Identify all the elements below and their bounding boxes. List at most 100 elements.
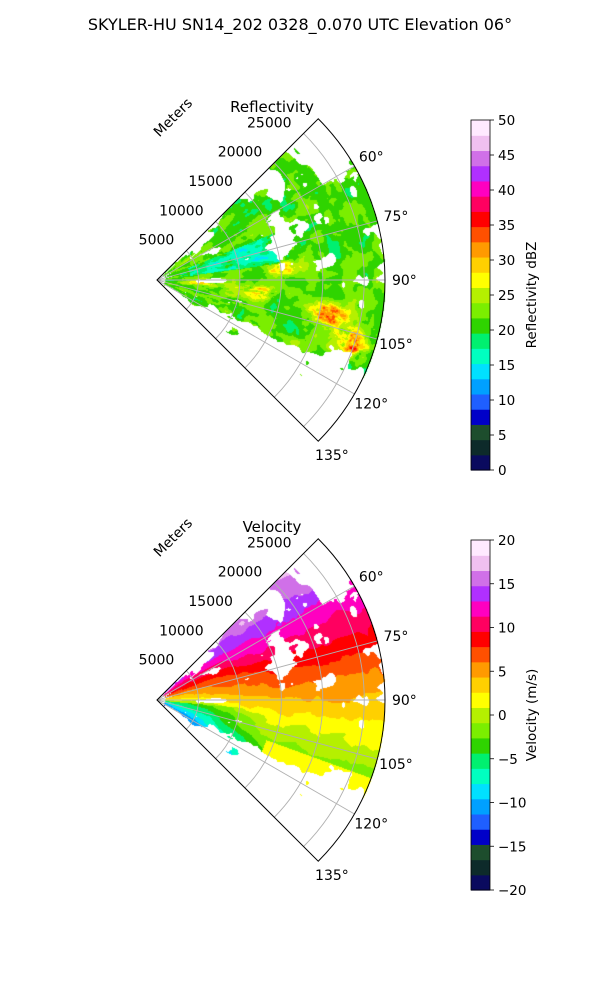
colorbar-swatch bbox=[471, 798, 490, 815]
azimuth-gridline bbox=[156, 699, 378, 760]
colorbar-swatch bbox=[471, 768, 490, 785]
azimuth-tick-label: 90° bbox=[392, 273, 417, 289]
radial-tick-label: 20000 bbox=[218, 145, 263, 161]
colorbar-tick-label: −20 bbox=[498, 883, 527, 899]
colorbar-swatch bbox=[471, 859, 490, 876]
colorbar-tick-label: 35 bbox=[498, 218, 515, 234]
colorbar-tick-label: 20 bbox=[498, 533, 515, 549]
colorbar-tick-label: −5 bbox=[498, 752, 518, 768]
reflectivity-panel: Reflectivity500010000150002000025000Mete… bbox=[139, 95, 540, 479]
colorbar-swatch bbox=[471, 540, 490, 556]
colorbar-swatch bbox=[471, 707, 490, 724]
colorbar-tick-label: 15 bbox=[498, 358, 515, 374]
colorbar-swatch bbox=[471, 585, 490, 602]
azimuth-gridline bbox=[156, 279, 355, 395]
colorbar-swatch bbox=[471, 287, 490, 304]
azimuth-tick-label: 60° bbox=[359, 149, 384, 165]
azimuth-tick-label: 75° bbox=[384, 209, 409, 225]
colorbar-tick-label: −10 bbox=[498, 796, 527, 812]
colorbar-swatch bbox=[471, 753, 490, 769]
colorbar-swatch bbox=[471, 646, 490, 663]
azimuth-tick-label: 90° bbox=[392, 693, 417, 709]
colorbar-swatch bbox=[471, 363, 490, 380]
chart-axes: Reflectivity500010000150002000025000Mete… bbox=[139, 95, 417, 464]
field-image bbox=[153, 522, 393, 882]
colorbar-swatch bbox=[471, 196, 490, 212]
colorbar-swatch bbox=[471, 256, 490, 273]
radial-tick-label: 10000 bbox=[159, 203, 204, 219]
colorbar-tick-label: 40 bbox=[498, 183, 515, 199]
azimuth-tick-label: 135° bbox=[315, 868, 349, 884]
colorbar-label: Velocity (m/s) bbox=[524, 669, 540, 762]
colorbar-swatch bbox=[471, 631, 490, 648]
colorbar-swatch bbox=[471, 874, 490, 891]
colorbar-tick-label: 20 bbox=[498, 323, 515, 339]
colorbar-tick-label: 0 bbox=[498, 708, 507, 724]
azimuth-tick-label: 75° bbox=[384, 629, 409, 645]
radial-tick-label: 25000 bbox=[247, 115, 292, 131]
sector-frame bbox=[156, 118, 386, 442]
colorbar-tick-label: 10 bbox=[498, 393, 515, 409]
colorbar-swatch bbox=[471, 180, 490, 197]
colorbar-swatch bbox=[471, 616, 490, 632]
radial-tick-label: 5000 bbox=[139, 233, 175, 249]
colorbar-swatch bbox=[471, 692, 490, 708]
azimuth-gridline bbox=[156, 165, 355, 281]
colorbar-swatch bbox=[471, 120, 490, 136]
azimuth-tick-label: 105° bbox=[379, 757, 413, 773]
azimuth-gridline bbox=[156, 220, 378, 281]
colorbar-swatch bbox=[471, 211, 490, 228]
radial-tick-label: 25000 bbox=[247, 535, 292, 551]
colorbar-tick-label: 0 bbox=[498, 463, 507, 479]
colorbar-swatch bbox=[471, 570, 490, 587]
colorbar-tick-label: 10 bbox=[498, 621, 515, 637]
sector-frame bbox=[156, 538, 386, 862]
colorbar-swatch bbox=[471, 424, 490, 441]
colorbar: −20 −15 −10 −5 0 5 10 15 20 Velocity (m/s) bbox=[470, 533, 540, 899]
colorbar-swatch bbox=[471, 317, 490, 334]
colorbar-swatch bbox=[471, 829, 490, 845]
azimuth-tick-label: 60° bbox=[359, 569, 384, 585]
colorbar-swatch bbox=[471, 302, 490, 319]
radial-tick-label: 15000 bbox=[188, 174, 233, 190]
colorbar-tick-label: 15 bbox=[498, 577, 515, 593]
colorbar-swatch bbox=[471, 165, 490, 182]
azimuth-tick-label: 135° bbox=[315, 448, 349, 464]
colorbar-swatch bbox=[471, 226, 490, 243]
chart-axes: Velocity500010000150002000025000Meters60… bbox=[139, 515, 417, 884]
colorbar-swatch bbox=[471, 439, 490, 456]
radial-tick-label: 10000 bbox=[159, 623, 204, 639]
azimuth-gridline bbox=[156, 585, 355, 701]
colorbar-swatch bbox=[471, 555, 490, 572]
colorbar-tick-label: 5 bbox=[498, 664, 507, 680]
colorbar-swatch bbox=[471, 676, 490, 693]
field-image bbox=[153, 102, 393, 462]
radial-tick-label: 20000 bbox=[218, 565, 263, 581]
figure-title: SKYLER-HU SN14_202 0328_0.070 UTC Elevat… bbox=[87, 15, 513, 34]
colorbar-swatch bbox=[471, 333, 490, 349]
colorbar: 0 5 10 15 20 25 30 35 40 45 50 Reflectivity dBZ bbox=[470, 113, 540, 479]
colorbar-tick-label: 25 bbox=[498, 288, 515, 304]
azimuth-gridline bbox=[156, 279, 378, 340]
colorbar-swatch bbox=[471, 600, 490, 617]
azimuth-tick-label: 105° bbox=[379, 337, 413, 353]
azimuth-gridline bbox=[156, 640, 378, 701]
colorbar-swatch bbox=[471, 783, 490, 800]
colorbar-swatch bbox=[471, 272, 490, 288]
colorbar-tick-label: 5 bbox=[498, 428, 507, 444]
colorbar-swatch bbox=[471, 409, 490, 425]
colorbar-swatch bbox=[471, 241, 490, 258]
colorbar-swatch bbox=[471, 844, 490, 861]
azimuth-gridline bbox=[156, 699, 355, 815]
colorbar-swatch bbox=[471, 813, 490, 830]
colorbar-swatch bbox=[471, 454, 490, 471]
azimuth-tick-label: 120° bbox=[354, 397, 388, 413]
radial-tick-label: 15000 bbox=[188, 594, 233, 610]
colorbar-swatch bbox=[471, 661, 490, 678]
colorbar-swatch bbox=[471, 722, 490, 739]
colorbar-swatch bbox=[471, 348, 490, 365]
colorbar-label: Reflectivity dBZ bbox=[524, 242, 540, 349]
colorbar-swatch bbox=[471, 393, 490, 410]
velocity-panel: Velocity500010000150002000025000Meters60… bbox=[139, 515, 540, 899]
colorbar-swatch bbox=[471, 135, 490, 152]
